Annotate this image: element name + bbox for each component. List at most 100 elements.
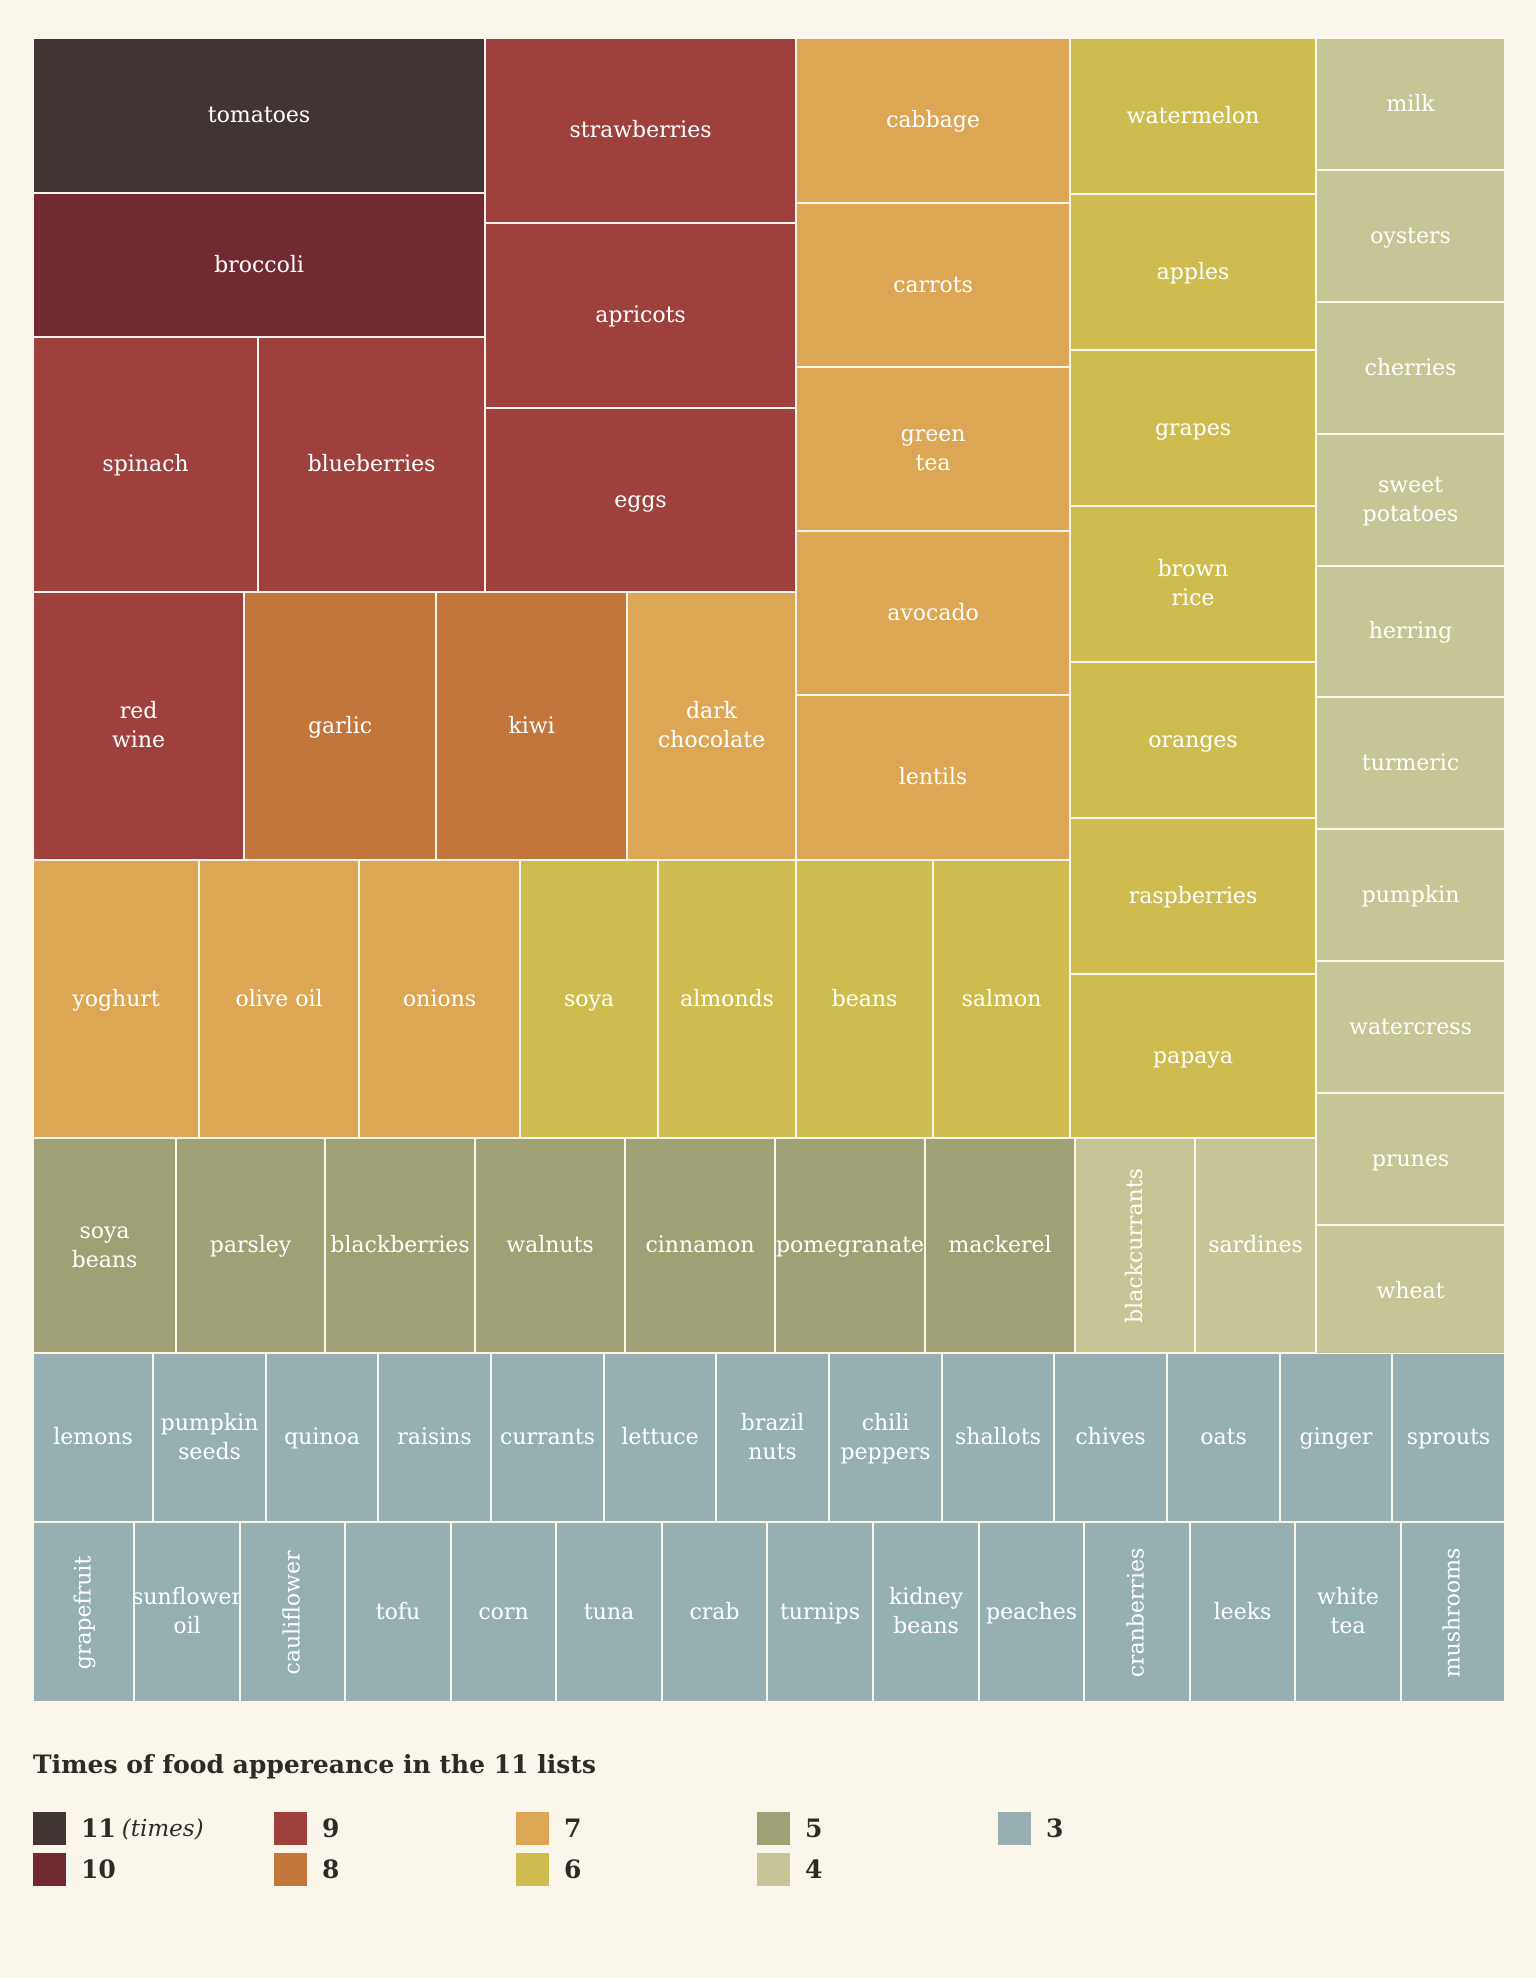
legend-swatch-3	[998, 1812, 1031, 1845]
tile-label: tomatoes	[207, 103, 311, 128]
tile-label: herring	[1368, 619, 1453, 644]
tile-label: oranges	[1148, 727, 1238, 753]
tile-label: beans	[831, 986, 898, 1012]
tile-tuna: tuna	[556, 1522, 662, 1702]
tile-label: cranberries	[1124, 1547, 1150, 1677]
tile-label: olive oil	[235, 986, 323, 1012]
legend-label-11: 11	[81, 1814, 116, 1843]
tile-sardines: sardines	[1195, 1138, 1316, 1353]
tile-label: cauliflower	[280, 1550, 305, 1674]
legend-item-6: 6	[516, 1853, 581, 1886]
tile-label: kiwi	[508, 713, 555, 739]
legend-swatch-11	[33, 1812, 66, 1845]
tile-label: avocado	[887, 600, 979, 626]
tile-chives: chives	[1054, 1353, 1167, 1522]
tile-label: crab	[689, 1599, 740, 1625]
tile-label: blackcurrants	[1122, 1168, 1148, 1323]
tile-label: wheat	[1376, 1278, 1445, 1304]
tile-label: walnuts	[506, 1233, 594, 1258]
tile-prunes: prunes	[1316, 1093, 1505, 1225]
tile-label: raspberries	[1128, 883, 1258, 909]
tile-label: soya beans	[71, 1218, 138, 1273]
tile-label: pumpkin	[1361, 882, 1460, 908]
tile-label: pumpkin seeds	[160, 1410, 259, 1465]
tile-label: watermelon	[1126, 103, 1260, 129]
tile-label: yoghurt	[72, 986, 160, 1012]
tile-label: parsley	[209, 1233, 292, 1258]
tile-turmeric: turmeric	[1316, 697, 1505, 829]
tile-tofu: tofu	[345, 1522, 451, 1702]
tile-walnuts: walnuts	[475, 1138, 625, 1353]
treemap-chart: tomatoes broccoli spinach blueberries strawb…	[33, 38, 1505, 1702]
legend-swatch-9	[274, 1812, 307, 1845]
legend-label-6: 6	[564, 1855, 582, 1884]
tile-papaya: papaya	[1070, 974, 1316, 1138]
tile-beans: beans	[796, 860, 933, 1138]
tile-sunflower-oil: sunflower oil	[134, 1522, 240, 1702]
tile-label: broccoli	[214, 252, 304, 278]
tile-leeks: leeks	[1190, 1522, 1295, 1702]
legend-item-9: 9	[274, 1812, 339, 1845]
tile-white-tea: white tea	[1295, 1522, 1401, 1702]
tile-parsley: parsley	[176, 1138, 325, 1353]
legend-item-5: 5	[757, 1812, 822, 1845]
tile-oysters: oysters	[1316, 170, 1505, 302]
tile-label: ginger	[1299, 1425, 1373, 1450]
tile-brown-rice: brown rice	[1070, 506, 1316, 662]
tile-label: prunes	[1371, 1146, 1450, 1172]
tile-onions: onions	[359, 860, 520, 1138]
tile-lentils: lentils	[796, 695, 1070, 860]
tile-label: kidney beans	[888, 1585, 964, 1639]
tile-label: soya	[563, 986, 615, 1012]
tile-peaches: peaches	[979, 1522, 1084, 1702]
legend-title: Times of food appereance in the 11 lists	[33, 1750, 596, 1779]
tile-cinnamon: cinnamon	[625, 1138, 775, 1353]
tile-label: lemons	[53, 1425, 133, 1450]
tile-label: tofu	[375, 1599, 421, 1625]
legend-swatch-10	[33, 1853, 66, 1886]
tile-label: sprouts	[1406, 1425, 1491, 1450]
tile-kiwi: kiwi	[436, 592, 627, 860]
tile-mackerel: mackerel	[925, 1138, 1075, 1353]
legend-item-10: 10	[33, 1853, 116, 1886]
tile-label: lettuce	[621, 1425, 699, 1450]
tile-soya-beans: soya beans	[33, 1138, 176, 1353]
tile-label: cabbage	[886, 108, 980, 133]
legend-label-8: 8	[322, 1855, 340, 1884]
tile-label: lentils	[898, 765, 968, 790]
tile-grapefruit: grapefruit	[33, 1522, 134, 1702]
tile-dark-chocolate: dark chocolate	[627, 592, 796, 860]
tile-label: turmeric	[1361, 750, 1460, 776]
tile-herring: herring	[1316, 566, 1505, 697]
tile-kidney-beans: kidney beans	[873, 1522, 979, 1702]
tile-label: blueberries	[307, 452, 436, 477]
legend-swatch-8	[274, 1853, 307, 1886]
tile-label: papaya	[1153, 1043, 1233, 1069]
tile-watermelon: watermelon	[1070, 38, 1316, 194]
tile-label: brown rice	[1157, 557, 1229, 611]
tile-turnips: turnips	[767, 1522, 873, 1702]
legend-swatch-7	[516, 1812, 549, 1845]
tile-label: garlic	[307, 713, 373, 739]
legend-item-8: 8	[274, 1853, 339, 1886]
tile-label: strawberries	[569, 118, 712, 143]
tile-label: almonds	[680, 986, 774, 1012]
tile-blackberries: blackberries	[325, 1138, 475, 1353]
tile-label: carrots	[893, 272, 973, 298]
tile-label: turnips	[779, 1599, 861, 1625]
tile-label: sardines	[1208, 1233, 1303, 1258]
tile-label: chili peppers	[840, 1410, 931, 1465]
tile-label: white tea	[1317, 1585, 1379, 1639]
tile-label: oysters	[1370, 223, 1451, 249]
tile-label: cinnamon	[645, 1233, 755, 1258]
tile-carrots: carrots	[796, 203, 1070, 367]
tile-apples: apples	[1070, 194, 1316, 350]
tile-raisins: raisins	[378, 1353, 491, 1522]
tile-brazil-nuts: brazil nuts	[716, 1353, 829, 1522]
tile-strawberries: strawberries	[485, 38, 796, 223]
tile-apricots: apricots	[485, 223, 796, 408]
tile-label: salmon	[961, 986, 1042, 1012]
tile-label: onions	[402, 986, 477, 1012]
tile-salmon: salmon	[933, 860, 1070, 1138]
tile-yoghurt: yoghurt	[33, 860, 199, 1138]
